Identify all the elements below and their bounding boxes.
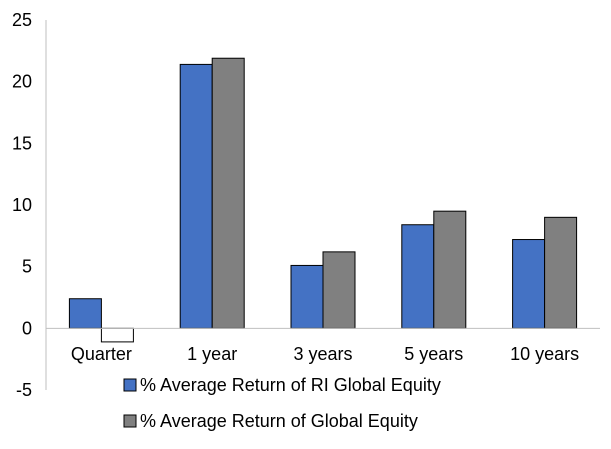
x-tick-labels: Quarter 1 year 3 years 5 years 10 years: [71, 344, 579, 364]
bar-global-equity: [322, 251, 356, 329]
y-tick-labels: 25 20 15 10 5 0 -5: [12, 10, 32, 400]
legend-label: % Average Return of Global Equity: [140, 411, 418, 431]
bar-ri-global-equity: [401, 224, 435, 329]
legend: % Average Return of RI Global Equity % Av…: [123, 375, 441, 431]
y-tick-label: 20: [12, 72, 32, 92]
bar-ri-global-equity: [290, 264, 324, 329]
bar-global-equity: [433, 210, 467, 329]
legend-swatch: [123, 378, 137, 392]
y-axis: 25 20 15 10 5 0 -5: [12, 10, 47, 400]
y-tick-label: 0: [22, 318, 32, 338]
x-tick-label: 5 years: [404, 344, 463, 364]
bar-global-equity: [100, 327, 134, 343]
legend-swatch: [123, 414, 137, 428]
legend-label: % Average Return of RI Global Equity: [140, 375, 441, 395]
x-tick-label: 10 years: [510, 344, 579, 364]
y-tick-label: 25: [12, 10, 32, 30]
x-tick-label: 3 years: [293, 344, 352, 364]
bars: [68, 57, 578, 343]
y-tick-label: 10: [12, 195, 32, 215]
bar-ri-global-equity: [179, 63, 213, 329]
bar-ri-global-equity: [512, 239, 546, 329]
bar-ri-global-equity: [68, 298, 102, 329]
x-tick-label: 1 year: [187, 344, 237, 364]
bar-global-equity: [211, 57, 245, 329]
y-tick-label: 5: [22, 257, 32, 277]
y-tick-label: -5: [16, 380, 32, 400]
bar-global-equity: [544, 216, 578, 329]
x-tick-label: Quarter: [71, 344, 132, 364]
y-tick-label: 15: [12, 133, 32, 153]
